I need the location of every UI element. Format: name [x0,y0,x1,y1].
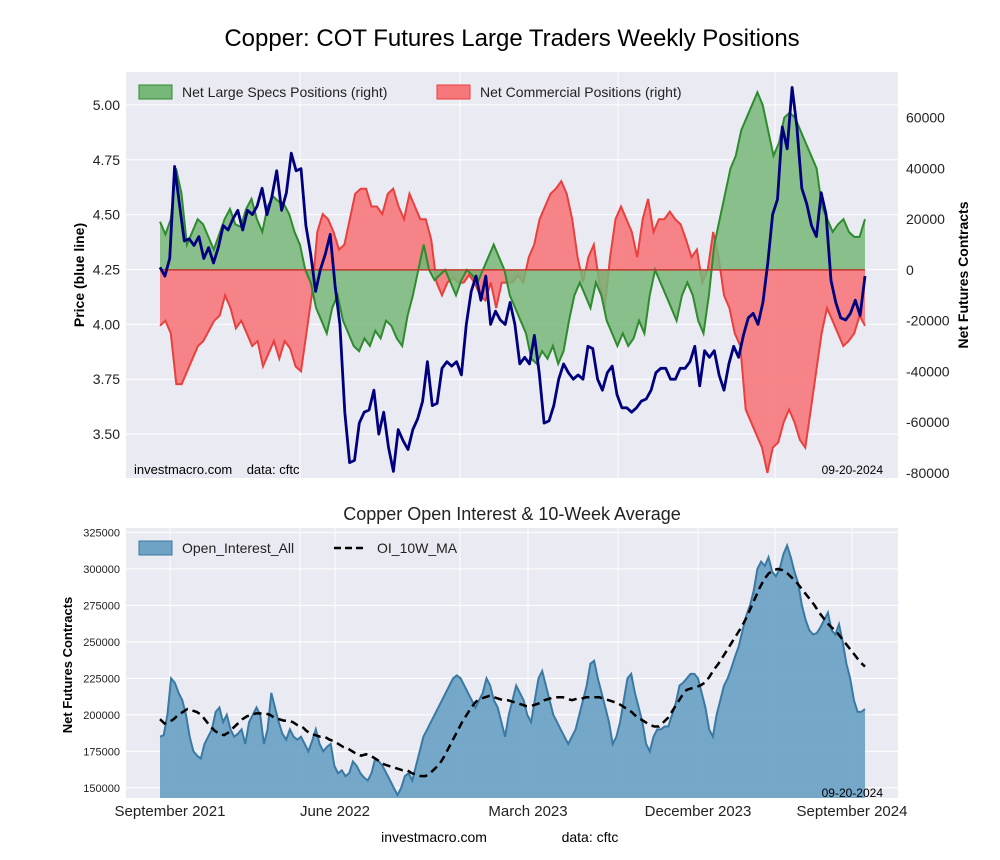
legend-label-ma: OI_10W_MA [377,540,458,556]
top-right-tick-label: 20000 [906,211,945,227]
top-right-y-ticks: -80000 -60000 -40000 -20000 0 20000 40000 60000 [906,110,950,481]
top-watermark: investmacro.com data: cftc [134,462,300,477]
bottom-date-label: 09-20-2024 [822,786,884,800]
top-left-tick-label: 3.50 [93,426,120,442]
legend-swatch-open-interest [138,540,173,556]
main-title: Copper: COT Futures Large Traders Weekly… [224,25,799,52]
top-left-tick-label: 5.00 [93,97,120,113]
top-date-label: 09-20-2024 [822,463,884,477]
legend-label-open-interest: Open_Interest_All [182,540,294,556]
top-left-tick-label: 4.25 [93,262,120,278]
bottom-y-ticks: 150000 175000 200000 225000 250000 275000 3000… [83,527,120,794]
bottom-y-tick-label: 225000 [83,673,120,685]
bottom-title: Copper Open Interest & 10-Week Average [343,504,681,524]
open-interest-area [160,545,865,798]
specs-line [159,89,866,367]
bottom-y-tick-label: 250000 [83,637,120,649]
bottom-legend: Open_Interest_All OI_10W_MA [138,540,458,556]
commercial-area [160,181,865,473]
top-right-tick-label: 0 [906,262,914,278]
legend-label-specs: Net Large Specs Positions (right) [182,84,387,100]
top-left-tick-label: 3.75 [93,371,120,387]
bottom-x-ticks: September 2021 June 2022 March 2023 Decembe… [115,803,908,820]
bottom-x-tick-label: June 2022 [300,803,370,820]
price-line-group [158,86,867,473]
bottom-y-axis-label: Net Futures Contracts [60,597,75,734]
top-left-y-ticks: 3.50 3.75 4.00 4.25 4.50 4.75 5.00 [93,97,120,442]
bottom-x-tick-label: September 2024 [797,803,908,820]
bottom-x-tick-label: March 2023 [488,803,567,820]
footer-site: investmacro.com [381,829,487,845]
top-right-axis-label: Net Futures Contracts [955,201,971,348]
top-left-tick-label: 4.75 [93,152,120,168]
legend-label-commercial: Net Commercial Positions (right) [480,84,682,100]
top-legend: Net Large Specs Positions (right) Net Co… [138,84,682,100]
footer-source: data: cftc [562,829,619,845]
bottom-series [159,542,866,798]
top-right-tick-label: -60000 [906,414,950,430]
price-line [158,86,867,473]
bottom-y-tick-label: 325000 [83,527,120,539]
top-right-tick-label: -40000 [906,363,950,379]
top-left-tick-label: 4.50 [93,207,120,223]
moving-average-line [159,567,866,778]
top-right-tick-label: 40000 [906,160,945,176]
bottom-y-tick-label: 175000 [83,746,120,758]
legend-swatch-specs [138,84,173,100]
top-left-axis-label: Price (blue line) [71,223,87,327]
bottom-y-tick-label: 200000 [83,710,120,722]
bottom-panel: Copper Open Interest & 10-Week Average 1… [60,504,907,820]
top-right-tick-label: -20000 [906,313,950,329]
top-panel: 3.50 3.75 4.00 4.25 4.50 4.75 5.00 -80000 -6000… [71,72,971,481]
top-right-tick-label: 60000 [906,110,945,126]
legend-swatch-commercial [436,84,471,100]
bottom-y-tick-label: 150000 [83,783,120,795]
top-right-tick-label: -80000 [906,465,950,481]
bottom-y-tick-label: 275000 [83,600,120,612]
bottom-x-tick-label: September 2021 [115,803,226,820]
bottom-x-tick-label: December 2023 [645,803,752,820]
bottom-y-tick-label: 300000 [83,564,120,576]
top-left-tick-label: 4.00 [93,316,120,332]
